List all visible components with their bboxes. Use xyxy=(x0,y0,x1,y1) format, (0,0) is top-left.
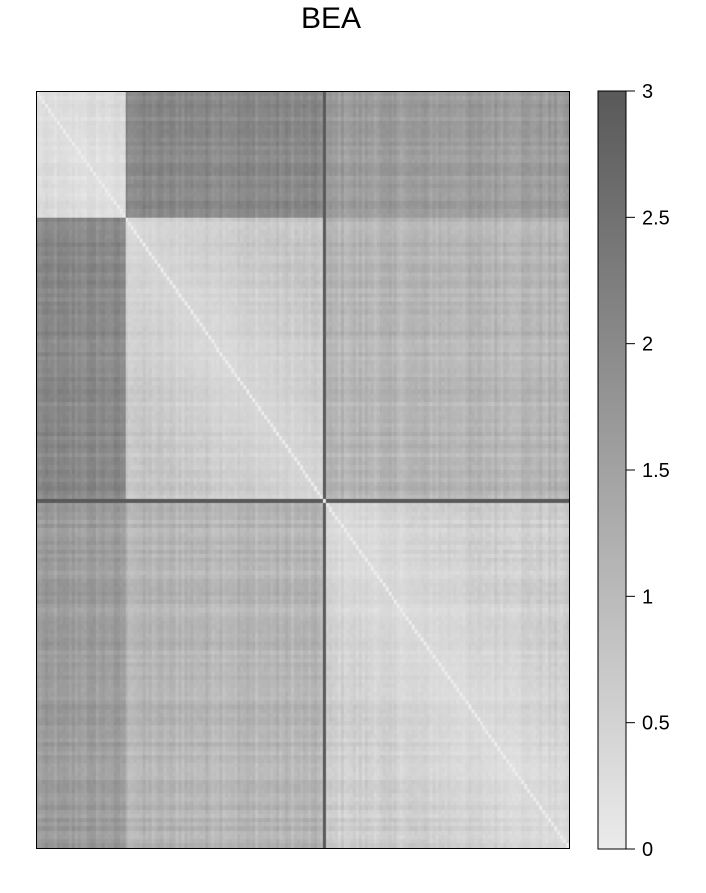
colorbar-tick-label: 0.5 xyxy=(642,713,670,735)
colorbar-tick-label: 1 xyxy=(642,586,653,608)
colorbar-tick-label: 2 xyxy=(642,334,653,356)
chart-title: BEA xyxy=(300,2,362,35)
colorbar: 0 0.5 1 1.5 2 2.5 3 xyxy=(597,81,670,861)
heatmap-matrix xyxy=(37,92,569,848)
colorbar-ticks: 0 0.5 1 1.5 2 2.5 3 xyxy=(626,81,670,861)
colorbar-gradient xyxy=(597,90,627,850)
colorbar-tick-label: 3 xyxy=(642,81,653,103)
colorbar-tick-label: 2.5 xyxy=(642,207,670,229)
colorbar-tick-label: 0 xyxy=(642,839,653,861)
heatmap-plot-area xyxy=(36,91,570,849)
colorbar-tick-label: 1.5 xyxy=(642,460,670,482)
